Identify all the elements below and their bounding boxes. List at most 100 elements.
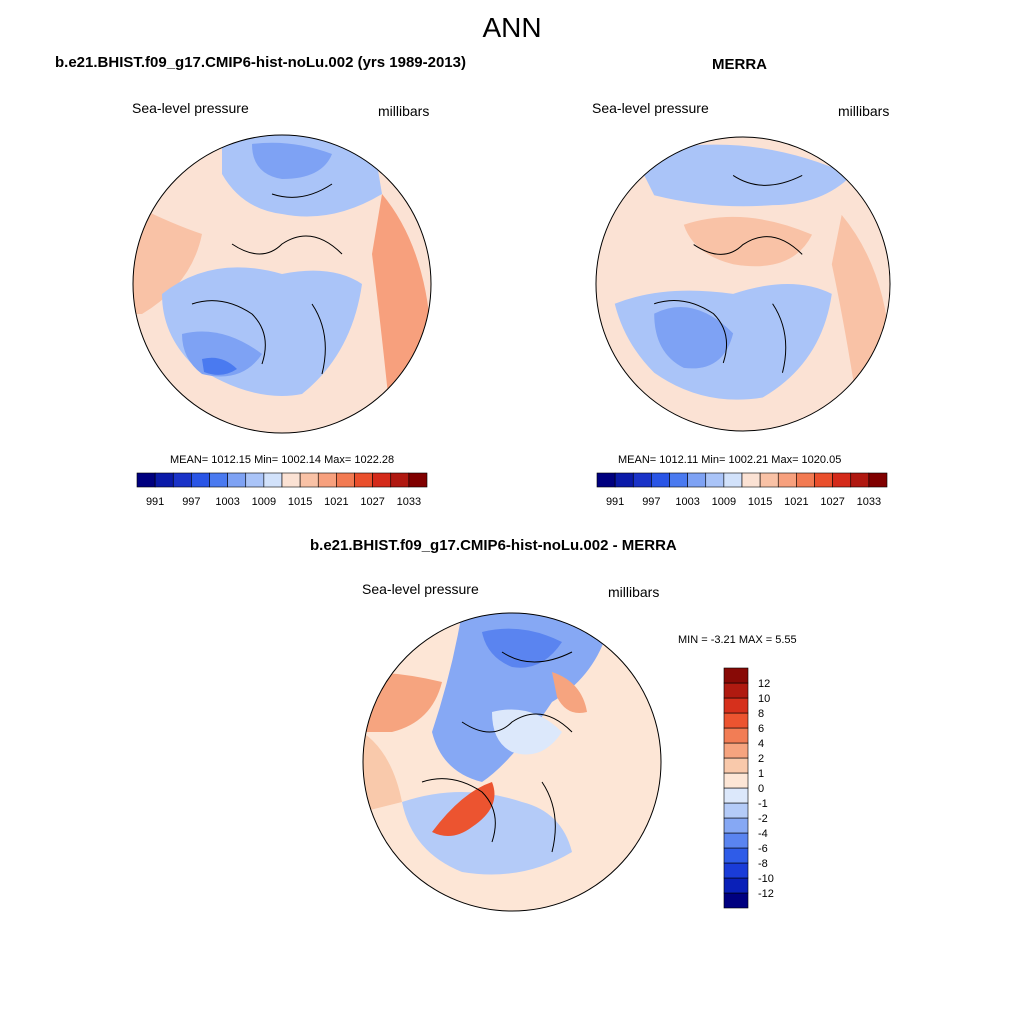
panel-2-title: MERRA [712,56,767,73]
colorbar-swatch [390,472,410,488]
colorbar-swatch [723,757,749,774]
colorbar-swatch [741,472,761,488]
colorbar-swatch [723,472,743,488]
colorbar-tick-label: 1027 [360,496,384,508]
colorbar-swatch [723,712,749,729]
colorbar-tick-label: 1003 [215,496,239,508]
colorbar-tick-label: 6 [758,723,764,735]
colorbar-tick-label: -2 [758,813,768,825]
difference-field-positive [363,732,402,812]
colorbar-swatch [723,802,749,819]
pressure-field-low [182,331,262,377]
pressure-field-low [634,144,852,207]
colorbar-tick-label: 1021 [784,496,808,508]
colorbar-swatch [723,682,749,699]
colorbar-tick-label: 1015 [748,496,772,508]
colorbar-swatch [723,787,749,804]
colorbar-swatch [796,472,815,488]
pressure-field-low [654,307,734,369]
colorbar-tick-label: 4 [758,738,764,750]
colorbar-swatch [723,862,749,879]
colorbar-swatch [669,472,688,488]
colorbar-tick-label: 12 [758,678,770,690]
colorbar-swatch [723,727,749,744]
colorbar-swatch [705,472,725,488]
colorbar-tick-label: 1033 [397,496,421,508]
difference-field-positive [432,782,495,836]
colorbar-swatch [723,847,749,864]
colorbar-swatch [191,472,210,488]
colorbar-swatch [154,472,174,488]
colorbar-swatch [723,697,749,714]
colorbar-tick-label: -10 [758,873,774,885]
colorbar-swatch [723,817,749,834]
colorbar-swatch [723,742,749,759]
colorbar-swatch [723,892,749,909]
colorbar-swatch [651,472,670,488]
pressure-field-low [202,357,237,375]
panel-3-stats: MIN = -3.21 MAX = 5.55 [678,634,797,646]
difference-field-negative [492,709,562,755]
colorbar-tick-label: 10 [758,693,770,705]
colorbar-tick-label: -12 [758,888,774,900]
colorbar-tick-label: -6 [758,843,768,855]
colorbar-tick-label: 1033 [857,496,881,508]
colorbar-tick-label: 1009 [252,496,276,508]
colorbar-swatch [227,472,247,488]
colorbar-swatch [245,472,265,488]
colorbar-swatch [136,472,156,488]
colorbar-tick-label: 8 [758,708,764,720]
page-title: ANN [482,12,542,43]
colorbar-swatch [596,472,616,488]
panel-3-title: b.e21.BHIST.f09_g17.CMIP6-hist-noLu.002 … [310,537,677,554]
colorbar-swatch [832,472,852,488]
panel-1-title: b.e21.BHIST.f09_g17.CMIP6-hist-noLu.002 … [55,54,466,71]
colorbar-swatch [354,472,373,488]
colorbar-swatch [317,472,337,488]
colorbar-swatch [281,472,301,488]
colorbar-tick-label: 1027 [820,496,844,508]
colorbar-swatch [723,772,749,789]
coastline [421,651,573,853]
colorbar-swatch [209,472,228,488]
colorbar-swatch [723,832,749,849]
panel-3-variable-label: Sea-level pressure [362,581,479,597]
colorbar-swatch [632,472,652,488]
colorbar-tick-label: 997 [642,496,660,508]
colorbar-swatch [868,472,888,488]
panel-2-colorbar: 991 997 1003 1009 1015 1021 1027 1033 [596,472,888,508]
panel-1-variable-label: Sea-level pressure [132,100,249,116]
colorbar-swatch [263,472,283,488]
panel-1-polar-map [132,134,432,434]
colorbar-swatch [614,472,634,488]
colorbar-swatch [777,472,797,488]
panel-1-units-label: millibars [378,103,430,119]
colorbar-swatch [408,472,428,488]
colorbar-swatch [850,472,870,488]
difference-field-positive [552,672,587,713]
panel-3-polar-map [362,612,662,912]
colorbar-swatch [336,472,355,488]
panel-2-units-label: millibars [838,103,890,119]
colorbar-tick-label: 997 [182,496,200,508]
colorbar-swatch [172,472,192,488]
panel-2-variable-label: Sea-level pressure [592,100,709,116]
colorbar-tick-label: 1 [758,768,764,780]
coastline [191,183,343,375]
colorbar-tick-label: -4 [758,828,768,840]
colorbar-tick-label: 1003 [675,496,699,508]
colorbar-swatch [687,472,707,488]
colorbar-tick-label: 991 [606,496,624,508]
pressure-field-high [133,204,202,314]
colorbar-tick-label: 0 [758,783,764,795]
colorbar-tick-label: 2 [758,753,764,765]
colorbar-tick-label: 991 [146,496,164,508]
colorbar-tick-label: 1021 [324,496,348,508]
colorbar-swatch [723,877,749,894]
colorbar-tick-label: 1009 [712,496,736,508]
panel-1-colorbar: 991 997 1003 1009 1015 1021 1027 1033 [136,472,428,508]
colorbar-swatch [759,472,779,488]
pressure-field-low [252,142,332,179]
colorbar-swatch [372,472,392,488]
colorbar-tick-label: -1 [758,798,768,810]
